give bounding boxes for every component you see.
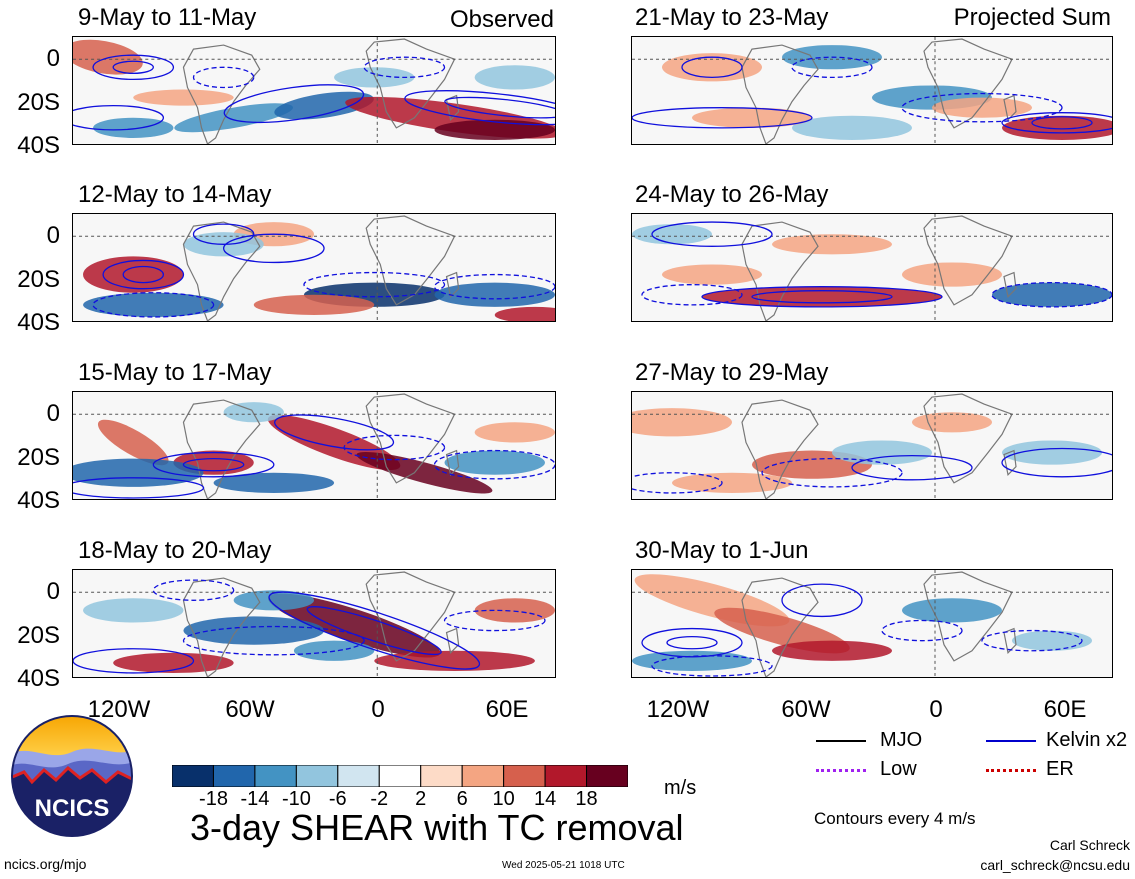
colorbar-tick-label: -6 xyxy=(328,788,347,810)
lat-label-0: 0 xyxy=(46,222,60,249)
shear-field-map xyxy=(73,214,555,321)
legend-label-er: ER xyxy=(1046,758,1074,780)
colorbar-tick-label: 18 xyxy=(575,788,598,810)
footer-author: Carl Schreck xyxy=(1049,837,1130,853)
legend-label-mjo: MJO xyxy=(880,729,923,751)
map-panel-right-4 xyxy=(631,569,1113,678)
shear-field-map xyxy=(73,570,555,677)
colorbar-tick-label: -10 xyxy=(281,788,311,810)
colorbar-swatch xyxy=(461,765,505,787)
legend-label-kelvin: Kelvin x2 xyxy=(1046,729,1128,751)
panel-title-left-3: 15-May to 17-May xyxy=(78,359,272,386)
colorbar-swatch xyxy=(544,765,588,787)
footer-timestamp: Wed 2025-05-21 1018 UTC xyxy=(502,860,625,871)
colorbar-swatch xyxy=(254,765,297,787)
lat-label-20s: 20S xyxy=(17,622,60,649)
map-panel-right-1 xyxy=(631,36,1113,145)
colorbar-unit: m/s xyxy=(664,777,697,799)
footer-website[interactable]: ncics.org/mjo xyxy=(4,856,87,872)
lon-label-60w: 60W xyxy=(225,696,275,723)
panel-corner-projected: Projected Sum xyxy=(953,4,1111,31)
legend-line-kelvin xyxy=(986,740,1036,742)
lon-label-60w: 60W xyxy=(781,696,831,723)
panel-corner-observed: Observed xyxy=(449,6,554,33)
panel-title-left-4: 18-May to 20-May xyxy=(78,537,272,564)
map-panel-left-2 xyxy=(72,213,556,322)
legend-line-low xyxy=(816,769,866,772)
panel-title-left-2: 12-May to 14-May xyxy=(78,181,272,208)
contours-note: Contours every 4 m/s xyxy=(814,809,976,828)
colorbar-tick-label: -18 xyxy=(199,788,228,810)
map-panel-right-2 xyxy=(631,213,1113,322)
lat-label-40s: 40S xyxy=(17,132,60,159)
colorbar-swatch xyxy=(337,765,380,787)
colorbar xyxy=(172,765,628,787)
colorbar-swatch xyxy=(503,765,546,787)
lat-label-20s: 20S xyxy=(17,266,60,293)
lat-label-0: 0 xyxy=(46,578,60,605)
shear-field-map xyxy=(73,37,555,144)
panel-title-right-3: 27-May to 29-May xyxy=(635,359,829,386)
map-panel-left-3 xyxy=(72,391,556,500)
lat-label-0: 0 xyxy=(46,45,60,72)
lat-label-20s: 20S xyxy=(17,89,60,116)
colorbar-swatch xyxy=(295,765,339,787)
lon-label-0: 0 xyxy=(371,696,385,723)
lat-label-40s: 40S xyxy=(17,665,60,692)
lon-label-60e: 60E xyxy=(1043,696,1087,723)
colorbar-swatch xyxy=(172,765,214,787)
legend-line-mjo xyxy=(816,740,866,742)
map-panel-right-3 xyxy=(631,391,1113,500)
panel-title-right-1: 21-May to 23-May xyxy=(635,4,829,31)
colorbar-tick-label: 6 xyxy=(456,788,468,810)
colorbar-tick-label: -14 xyxy=(240,788,270,810)
legend-label-low: Low xyxy=(880,758,917,780)
colorbar-tick-label: -2 xyxy=(370,788,389,810)
lon-label-120w: 120W xyxy=(646,696,710,723)
legend-line-er xyxy=(986,769,1036,772)
panel-title-left-1: 9-May to 11-May xyxy=(78,4,257,31)
shear-field-map xyxy=(632,37,1112,144)
panel-title-right-4: 30-May to 1-Jun xyxy=(635,537,809,564)
lat-label-40s: 40S xyxy=(17,309,60,336)
panel-title-right-2: 24-May to 26-May xyxy=(635,181,829,208)
colorbar-swatch xyxy=(586,765,628,787)
lon-label-0: 0 xyxy=(929,696,943,723)
lat-label-20s: 20S xyxy=(17,444,60,471)
shear-field-map xyxy=(632,214,1112,321)
colorbar-swatch xyxy=(212,765,256,787)
colorbar-swatch xyxy=(378,765,422,787)
lon-label-60e: 60E xyxy=(485,696,529,723)
shear-field-map xyxy=(632,392,1112,499)
colorbar-tick-label: 10 xyxy=(492,788,515,810)
lon-label-120w: 120W xyxy=(87,696,151,723)
colorbar-tick-label: 14 xyxy=(533,788,557,810)
plot-main-title: 3-day SHEAR with TC removal xyxy=(190,807,684,848)
shear-field-map xyxy=(632,570,1112,677)
footer-email[interactable]: carl_schreck@ncsu.edu xyxy=(980,857,1130,873)
lat-label-40s: 40S xyxy=(17,487,60,514)
colorbar-tick-label: 2 xyxy=(415,788,427,810)
colorbar-swatch xyxy=(420,765,463,787)
map-panel-left-4 xyxy=(72,569,556,678)
logo-text: NCICS xyxy=(35,795,110,822)
shear-field-map xyxy=(73,392,555,499)
map-panel-left-1 xyxy=(72,36,556,145)
ncics-logo: NCICS xyxy=(11,715,133,837)
lat-label-0: 0 xyxy=(46,400,60,427)
